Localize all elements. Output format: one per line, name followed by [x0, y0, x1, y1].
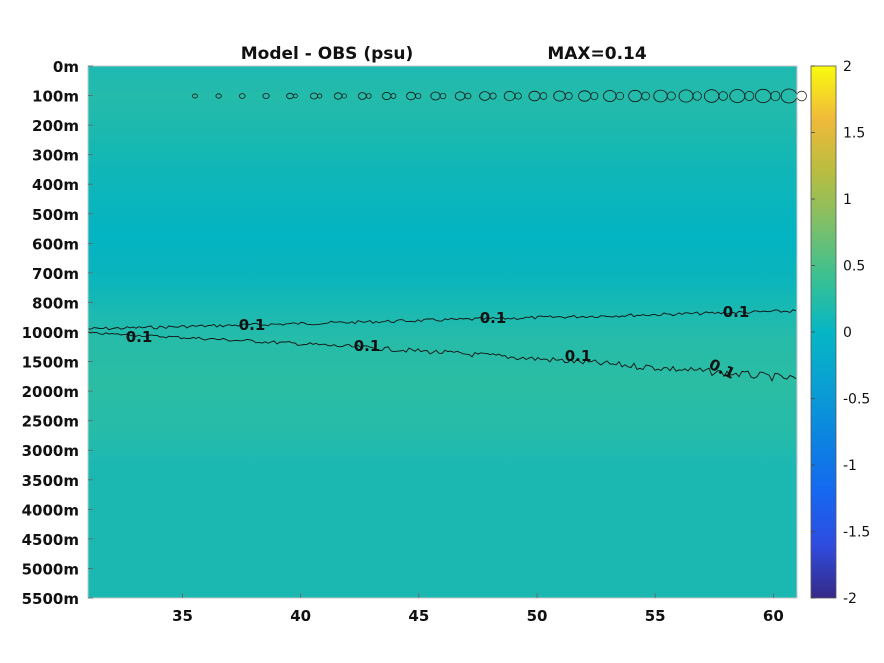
x-tick-label: 60 — [763, 607, 784, 625]
x-tick-label: 55 — [645, 607, 666, 625]
y-tick-label: 0m — [53, 58, 79, 76]
colorbar-tick-label: 1 — [843, 192, 852, 208]
y-tick-label: 800m — [32, 294, 79, 312]
contour-loop — [539, 92, 548, 100]
contour-loop — [666, 91, 676, 101]
contour-label: 0.1 — [239, 316, 266, 334]
y-tick-label: 4500m — [22, 531, 79, 549]
contour-loop — [564, 92, 573, 100]
contour-loop — [796, 90, 807, 102]
y-tick-label: 1500m — [22, 354, 79, 372]
contour-loop — [390, 93, 397, 99]
y-tick-label: 400m — [32, 176, 79, 194]
contour-loop — [262, 93, 270, 100]
y-tick-label: 4000m — [22, 501, 79, 519]
contour-label: 0.1 — [723, 303, 750, 321]
contour-loop — [489, 92, 497, 100]
contour-loop — [514, 92, 522, 100]
colorbar-tick-label: 0 — [843, 325, 852, 341]
contour-loop — [770, 90, 781, 102]
chart-title: Model - OBS (psu) — [241, 44, 414, 64]
contour-lower — [87, 331, 797, 382]
colorbar-tick-label: -1 — [843, 458, 857, 474]
contour-loop — [718, 91, 728, 101]
y-axis: 0m 100m 200m 300m 400m 500m 600m 700m 800m 1000m 1… — [22, 58, 93, 608]
contour-loop — [366, 93, 372, 99]
y-tick-label: 300m — [32, 147, 79, 165]
contour-loop — [293, 93, 298, 99]
contour-label: 0.1 — [126, 328, 153, 346]
x-tick-label: 35 — [172, 607, 193, 625]
y-tick-label: 100m — [32, 88, 79, 106]
colorbar — [810, 65, 837, 599]
colorbar-tick-label: -0.5 — [843, 392, 870, 408]
heatmap-field — [88, 66, 797, 598]
y-tick-label: 5000m — [22, 560, 79, 578]
contour-loop — [341, 93, 347, 99]
x-tick-label: 50 — [527, 607, 548, 625]
colorbar-tick-label: 2 — [843, 59, 852, 75]
contour-label: 0.1 — [480, 309, 507, 327]
contour-loop — [415, 92, 422, 100]
y-tick-label: 2000m — [22, 383, 79, 401]
contour-loop — [641, 91, 650, 101]
y-tick-label: 5500m — [22, 590, 79, 608]
x-tick-label: 40 — [290, 607, 311, 625]
contour-loop — [744, 91, 755, 101]
contour-lines — [87, 88, 807, 382]
contour-loop — [215, 93, 222, 99]
contour-loop — [590, 91, 599, 101]
y-tick-label: 200m — [32, 117, 79, 135]
colorbar-tick-label: 0.5 — [843, 259, 865, 275]
x-tick-label: 45 — [408, 607, 429, 625]
contour-label: 0.1 — [565, 347, 592, 365]
y-tick-label: 2500m — [22, 413, 79, 431]
x-axis: 35 40 45 50 55 60 — [172, 593, 784, 625]
contour-loop — [439, 92, 447, 100]
y-tick-label: 3500m — [22, 472, 79, 490]
y-tick-label: 1000m — [22, 324, 79, 342]
contour-loop — [692, 91, 702, 101]
y-tick-label: 500m — [32, 206, 79, 224]
contour-label: 0.1 — [354, 337, 381, 355]
contour-loop — [615, 91, 625, 101]
contour-loop — [192, 93, 198, 99]
y-tick-label: 3000m — [22, 442, 79, 460]
y-tick-label: 600m — [32, 235, 79, 253]
contour-loop — [464, 92, 472, 100]
colorbar-tick-label: -2 — [843, 591, 857, 607]
colorbar-tick-label: 1.5 — [843, 126, 865, 142]
heatmap-shading — [88, 66, 797, 598]
y-tick-label: 700m — [32, 265, 79, 283]
colorbar-ticks: 2 1.5 1 0.5 0 -0.5 -1 -1.5 -2 — [811, 59, 870, 607]
contour-loop — [317, 93, 323, 99]
contour-upper — [87, 309, 797, 331]
max-label: MAX=0.14 — [547, 44, 647, 64]
colorbar-tick-label: -1.5 — [843, 525, 870, 541]
contour-loop — [239, 93, 246, 99]
